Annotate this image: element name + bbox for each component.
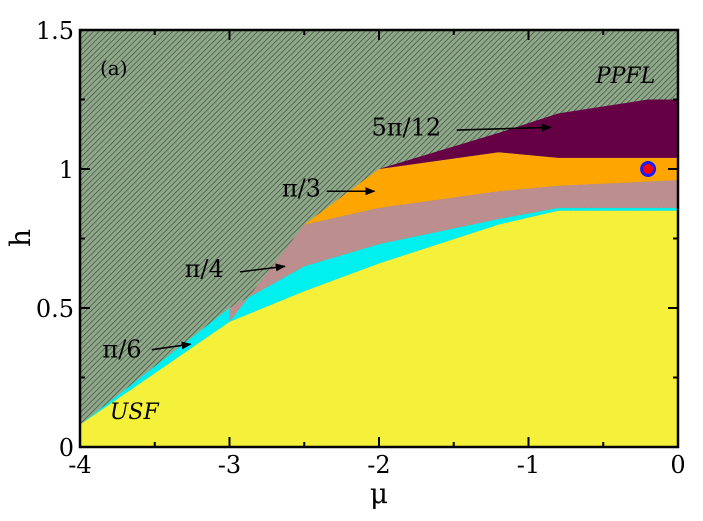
annotation-arrow-pi-4 (239, 263, 286, 273)
x-tick-label: 0 (670, 451, 685, 479)
panel-label: (a) (100, 56, 128, 80)
angle-annotations: 5π/12 π/3 π/4 π/6 (102, 113, 552, 364)
region-pi-4 (229, 180, 678, 322)
highlighted-point-marker (640, 161, 657, 177)
annotation-arrow-pi-6 (151, 341, 192, 351)
y-axis-ticks: 0 0.5 1 1.5 (36, 17, 678, 462)
annotation-label-pi-4: π/4 (185, 255, 224, 283)
region-label-ppfl: PPFL (595, 64, 655, 89)
y-tick-label: 0 (59, 434, 74, 462)
region-label-usf: USF (110, 400, 160, 425)
y-tick-label: 1 (59, 156, 74, 184)
y-axis-title: h (4, 229, 37, 247)
x-tick-label: -3 (218, 451, 241, 479)
annotation-label-pi-6: π/6 (102, 336, 141, 364)
x-tick-label: -1 (517, 451, 540, 479)
y-tick-label: 1.5 (36, 17, 74, 45)
region-pi-3 (304, 152, 678, 225)
region-5pi-12 (379, 99, 678, 169)
x-axis-ticks: -4 -3 -2 -1 0 (68, 30, 686, 479)
y-tick-label: 0.5 (36, 295, 74, 323)
annotation-label-pi-3: π/3 (282, 174, 321, 202)
phase-regions (80, 99, 678, 447)
point-marker-layer (640, 161, 657, 177)
region-labels: PPFL USF (110, 64, 655, 425)
x-tick-label: -4 (68, 451, 91, 479)
x-tick-label: -2 (367, 451, 390, 479)
region-pi-6 (80, 207, 678, 425)
region-usf (80, 210, 678, 447)
annotation-label-5pi-12: 5π/12 (372, 113, 442, 141)
x-axis-title: μ (370, 477, 388, 510)
annotation-arrow-5pi-12 (456, 123, 552, 132)
